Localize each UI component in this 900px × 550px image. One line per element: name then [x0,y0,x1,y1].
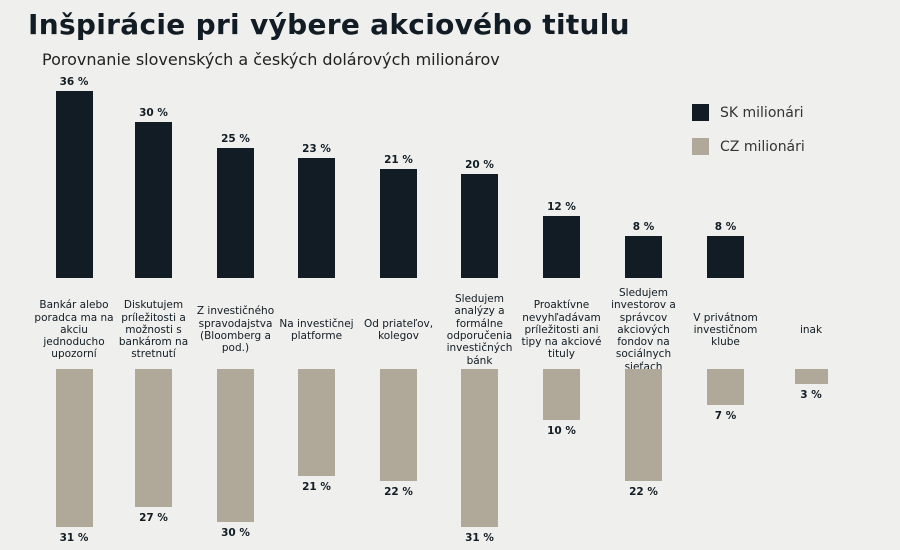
value-label-sk: 25 % [221,133,250,145]
legend-item-sk: SK milionári [692,104,804,121]
value-label-sk: 23 % [302,143,331,156]
category-label: Sledujem investorov a správcov akciových… [611,286,676,373]
value-label-sk: 36 % [59,75,89,88]
legend-label-sk: SK milionári [720,104,804,121]
bar-cz [217,369,254,522]
category-label: Od priateľov, kolegov [363,317,434,342]
value-label-cz: 21 % [302,481,331,494]
value-label-cz: 30 % [221,527,250,539]
legend-item-cz: CZ milionári [692,138,805,155]
value-label-cz: 27 % [139,511,168,524]
category-label: Bankár alebo poradca ma na akciu jednodu… [34,299,114,361]
bar-sk [707,236,744,278]
bar-cz [625,369,662,482]
value-label-sk: 8 % [714,221,737,234]
category-label: Z investičného spravodajstva (Bloomberg … [196,305,275,355]
bar-sk [461,174,498,278]
legend-swatch-sk [692,104,709,121]
value-label-cz: 3 % [800,389,822,402]
bar-sk [543,215,580,278]
category-label: inak [799,323,823,336]
chart-title: Inšpirácie pri výbere akciového titulu [28,8,630,41]
bar-sk [217,148,254,278]
value-label-cz: 10 % [547,425,576,437]
value-label-cz: 7 % [714,409,737,422]
value-label-sk: 21 % [384,153,413,166]
bar-sk [135,122,172,278]
value-label-cz: 31 % [59,532,89,545]
category-label: Na investičnej platforme [279,317,354,342]
bar-cz [794,369,828,385]
bar-sk [55,90,93,278]
category-label: Sledujem analýzy a formálne odporučenia … [446,293,513,367]
chart-subtitle: Porovnanie slovenských a českých dolárov… [42,50,500,69]
legend-swatch-cz [692,138,709,155]
bar-cz [461,369,498,528]
bar-cz [298,369,335,477]
bar-sk [380,168,417,278]
category-label: V privátnom investičnom klube [693,311,758,349]
value-label-sk: 12 % [547,200,576,213]
legend-label-cz: CZ milionári [720,138,805,155]
category-label: Proaktívne nevyhľadávam príležitosti ani… [521,299,602,361]
bar-cz [135,369,172,507]
bar-cz [707,369,744,405]
bar-sk [298,158,335,278]
bar-cz [543,369,580,420]
value-label-sk: 8 % [632,221,655,234]
value-label-sk: 20 % [465,159,494,171]
category-label: Diskutujem príležitosti a možnosti s ban… [118,299,189,361]
value-label-cz: 31 % [465,532,494,545]
bar-sk [625,236,662,278]
value-label-sk: 30 % [139,107,168,119]
value-label-cz: 22 % [629,486,658,499]
bar-cz [380,369,417,482]
value-label-cz: 22 % [384,486,413,499]
bar-cz [55,369,93,528]
